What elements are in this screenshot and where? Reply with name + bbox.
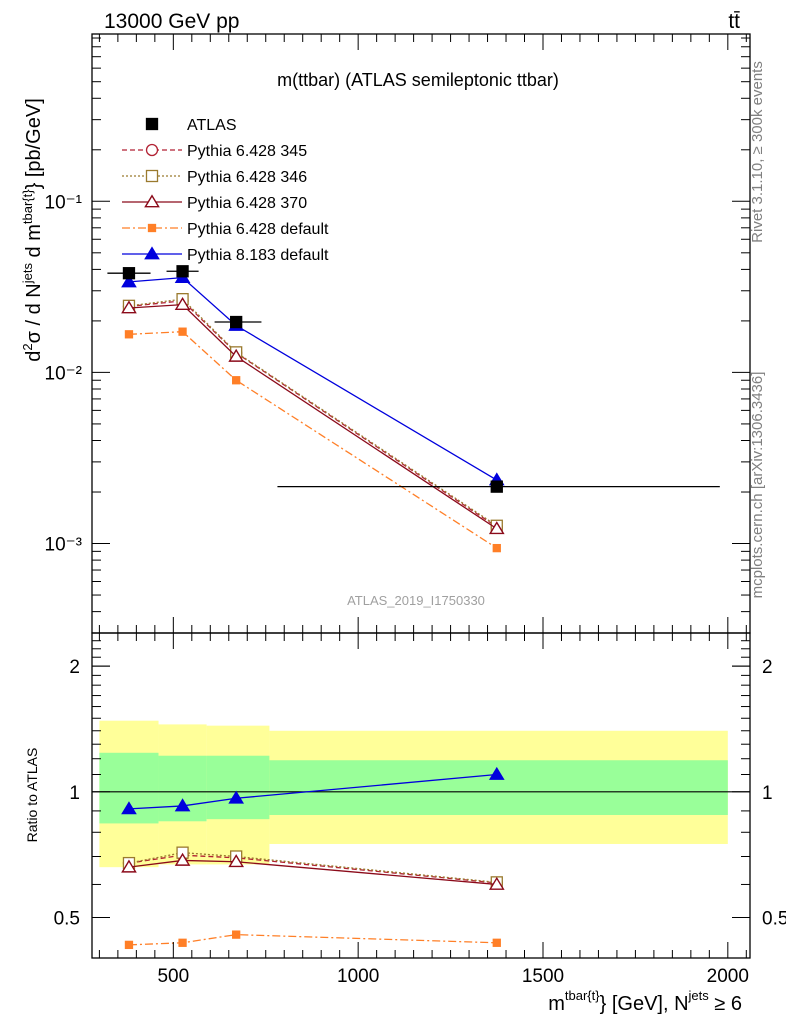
data-point-atlas bbox=[230, 315, 243, 329]
legend-label-atlas: ATLAS bbox=[187, 117, 237, 134]
ratio-band-inner bbox=[158, 755, 207, 822]
ratio-point-p6def bbox=[124, 940, 134, 950]
ratio-y-tick-label: 2 bbox=[69, 657, 80, 678]
chart-title: m(ttbar) (ATLAS semileptonic ttbar) bbox=[277, 70, 559, 90]
main-plot: 10⁻¹ 10⁻² 10⁻³ ATLAS Pythia 6.428 345 Pythia … bbox=[45, 33, 751, 634]
legend-marker-atlas bbox=[145, 117, 159, 131]
rivet-label: Rivet 3.1.10, ≥ 300k events bbox=[749, 61, 766, 243]
legend-marker-p370 bbox=[144, 194, 160, 208]
data-point-p6def bbox=[124, 330, 134, 339]
y-tick-label: 10⁻² bbox=[45, 363, 83, 384]
ratio-point-p6def bbox=[492, 938, 501, 947]
ratio-point-p370 bbox=[488, 876, 505, 890]
ratio-plot: 0.5 0.5 1 1 2 2 500 1000 1500 2000 bbox=[54, 632, 786, 987]
legend-label-p8def: Pythia 8.183 default bbox=[187, 247, 329, 264]
ratio-line-p8def bbox=[128, 773, 497, 810]
ratio-point-p370 bbox=[228, 854, 245, 868]
ratio-line-p346 bbox=[128, 851, 497, 883]
ratio-y-tick-label-right: 0.5 bbox=[762, 909, 786, 930]
data-point-p8def bbox=[121, 274, 137, 288]
energy-label: 13000 GeV pp bbox=[104, 10, 239, 33]
analysis-watermark: ATLAS_2019_I1750330 bbox=[347, 593, 485, 608]
ratio-point-p8def bbox=[488, 766, 505, 780]
ratio-y-tick-label-right: 1 bbox=[762, 783, 773, 804]
ratio-y-tick-label: 1 bbox=[69, 783, 80, 804]
ratio-point-p370 bbox=[121, 859, 137, 873]
series-line-p370 bbox=[128, 303, 498, 530]
series-line-p345 bbox=[128, 300, 498, 528]
ratio-line-p370 bbox=[128, 859, 497, 886]
legend-marker-p6def bbox=[147, 223, 157, 233]
x-tick-label: 1500 bbox=[522, 966, 564, 987]
legend-label-p346: Pythia 6.428 346 bbox=[187, 169, 307, 186]
data-point-p6def bbox=[232, 376, 241, 385]
data-point-p370 bbox=[228, 348, 245, 362]
legend-marker-p345 bbox=[145, 143, 159, 157]
ratio-line-p6def bbox=[128, 933, 497, 946]
ratio-point-p6def bbox=[232, 930, 241, 939]
legend-label-p370: Pythia 6.428 370 bbox=[187, 195, 307, 212]
x-axis-label: mtbar{t}} [GeV], Njets ≥ 6 bbox=[548, 988, 742, 1015]
ratio-point-p8def bbox=[121, 801, 137, 815]
x-tick-label: 2000 bbox=[707, 966, 749, 987]
x-tick-label: 1000 bbox=[337, 966, 379, 987]
ratio-point-p370 bbox=[174, 852, 191, 866]
ratio-point-p6def bbox=[178, 938, 187, 947]
ratio-band-inner bbox=[269, 760, 728, 815]
process-label: tt̄ bbox=[728, 10, 740, 33]
data-point-atlas bbox=[122, 267, 136, 280]
series-line-p6def bbox=[128, 331, 498, 549]
main-y-axis-label: d2σ / d Njets d mtbar{t}} [pb/GeV] bbox=[20, 98, 45, 362]
legend-label-p6def: Pythia 6.428 default bbox=[187, 221, 329, 238]
data-point-p6def bbox=[492, 543, 501, 553]
data-point-p6def bbox=[178, 327, 187, 336]
ratio-band-inner bbox=[206, 755, 270, 820]
y-tick-label: 10⁻³ bbox=[45, 535, 83, 556]
series-line-p8def bbox=[128, 276, 498, 481]
data-point-atlas bbox=[490, 480, 503, 493]
ratio-point-p8def bbox=[228, 790, 245, 804]
ratio-y-tick-label: 0.5 bbox=[54, 909, 80, 930]
data-point-p370 bbox=[488, 521, 505, 535]
y-tick-label: 10⁻¹ bbox=[45, 192, 83, 213]
legend-marker-p8def bbox=[144, 246, 160, 260]
data-point-p370 bbox=[174, 296, 191, 311]
mcplots-label: mcplots.cern.ch [arXiv:1306.3436] bbox=[749, 372, 766, 599]
data-point-atlas bbox=[176, 265, 189, 278]
legend-label-p345: Pythia 6.428 345 bbox=[187, 143, 307, 160]
ratio-y-tick-label-right: 2 bbox=[762, 657, 773, 678]
ratio-point-p8def bbox=[174, 798, 191, 812]
data-point-p370 bbox=[121, 300, 137, 314]
ratio-plot-frame bbox=[91, 632, 751, 959]
x-tick-label: 500 bbox=[157, 966, 189, 987]
ratio-y-axis-label: Ratio to ATLAS bbox=[24, 748, 40, 843]
ratio-line-p345 bbox=[128, 854, 497, 884]
legend-marker-p346 bbox=[145, 169, 159, 183]
